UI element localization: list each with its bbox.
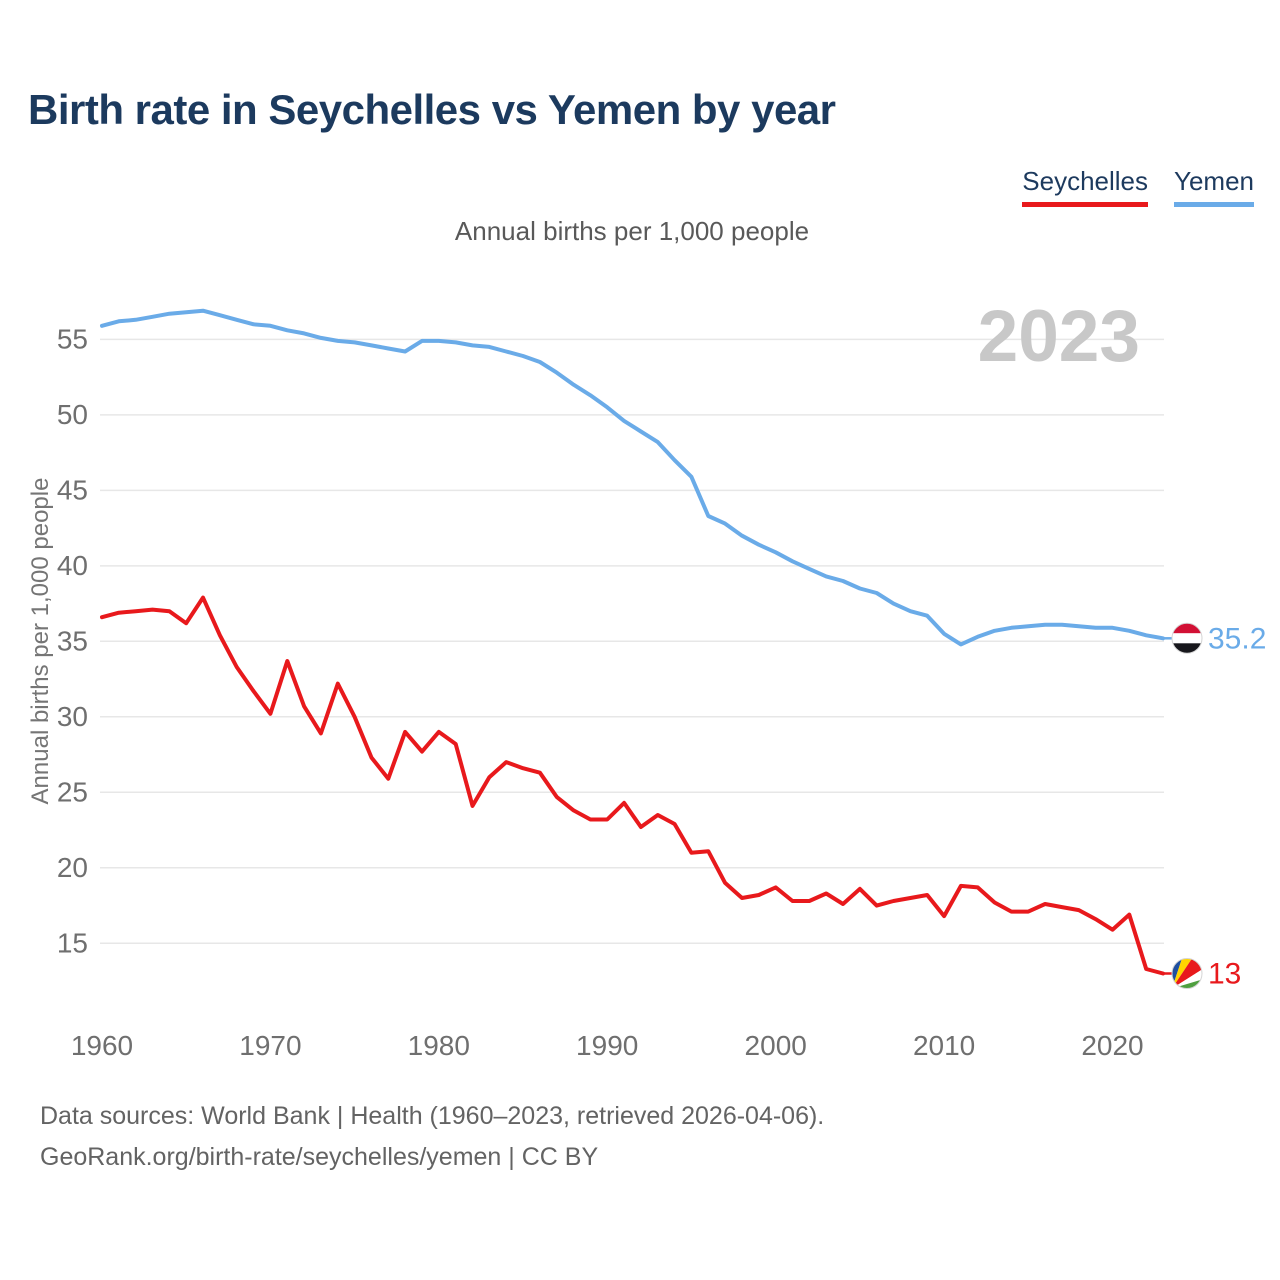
flag-band-white [1172, 969, 1202, 989]
legend: Seychelles Yemen [1022, 166, 1254, 207]
seychelles-flag-icon [1171, 958, 1203, 989]
y-tick-label: 55 [57, 323, 88, 354]
flag-band-red [1172, 958, 1202, 989]
y-tick-label: 25 [57, 776, 88, 807]
flag-border [1171, 958, 1203, 989]
yemen-flag-icon [1171, 622, 1203, 654]
seychelles-line [100, 595, 1165, 976]
x-tick-label: 2020 [1081, 1030, 1143, 1061]
y-axis-title: Annual births per 1,000 people [27, 478, 54, 805]
footer-source-line: Data sources: World Bank | Health (1960–… [40, 1102, 825, 1130]
y-tick-label: 40 [57, 550, 88, 581]
x-tick-label: 1990 [576, 1030, 638, 1061]
footer: Data sources: World Bank | Health (1960–… [40, 1096, 824, 1178]
footer-link-line: GeoRank.org/birth-rate/seychelles/yemen … [40, 1143, 599, 1171]
flag-stripe-black [1172, 643, 1202, 654]
y-tick-label: 45 [57, 474, 88, 505]
seychelles-end-label: 13 [1208, 958, 1241, 991]
x-tick-label: 1960 [71, 1030, 133, 1061]
x-tick-label: 2010 [913, 1030, 975, 1061]
legend-item-yemen[interactable]: Yemen [1174, 166, 1254, 207]
flag-stripe-white [1172, 633, 1202, 644]
y-tick-label: 35 [57, 625, 88, 656]
flag-border [1171, 622, 1203, 654]
flag-stripe-red [1172, 623, 1202, 634]
chart-subtitle: Annual births per 1,000 people [454, 216, 810, 246]
legend-item-seychelles[interactable]: Seychelles [1022, 166, 1148, 207]
y-tick-label: 20 [57, 852, 88, 883]
x-tick-label: 1970 [239, 1030, 301, 1061]
y-tick-label: 50 [57, 399, 88, 430]
x-tick-label: 1980 [408, 1030, 470, 1061]
yemen-flag-stripes [1172, 623, 1202, 654]
y-tick-label: 30 [57, 701, 88, 732]
y-tick-label: 15 [57, 927, 88, 958]
yemen-line [100, 308, 1165, 647]
page-title: Birth rate in Seychelles vs Yemen by yea… [28, 86, 836, 133]
yemen-end-label: 35.2 [1208, 622, 1266, 655]
x-tick-label: 2000 [745, 1030, 807, 1061]
watermark-year: 2023 [978, 296, 1140, 377]
